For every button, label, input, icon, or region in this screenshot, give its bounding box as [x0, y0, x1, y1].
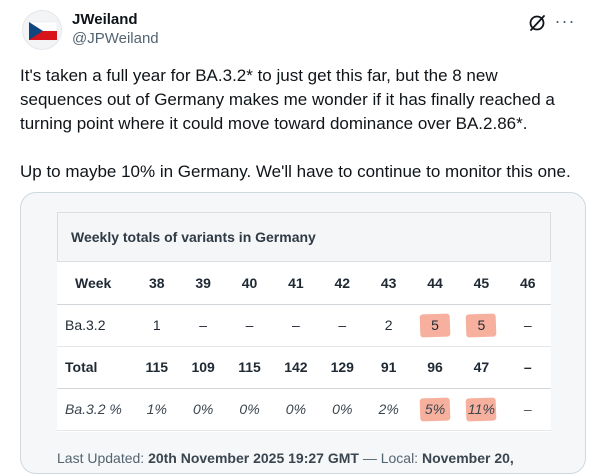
- cell-value: –: [338, 317, 347, 333]
- cell-value: 1: [152, 317, 161, 333]
- table-cell: 142: [272, 346, 320, 389]
- row-label: Ba.3.2: [57, 304, 134, 347]
- table-cell: –: [504, 346, 551, 389]
- table-title: Weekly totals of variants in Germany: [71, 229, 316, 245]
- table-cell: 5%: [411, 388, 459, 431]
- table-cell: –: [504, 304, 551, 347]
- table-cell: 2%: [365, 388, 412, 431]
- cell-value: 0%: [285, 401, 307, 417]
- author-name[interactable]: JWeiland: [72, 11, 138, 28]
- cell-value: 142: [284, 359, 308, 375]
- table-cell: 115: [226, 346, 273, 389]
- cell-value: 1%: [146, 401, 167, 417]
- author-handle[interactable]: @JPWeiland: [72, 30, 159, 47]
- week-header-cell: 40: [226, 262, 273, 305]
- cell-value: 115: [238, 359, 261, 375]
- variants-table: Weekly totals of variants in Germany Wee…: [57, 212, 551, 432]
- cell-value: 0%: [332, 401, 353, 417]
- table-cell: 91: [365, 346, 412, 389]
- table-cell: 0%: [319, 388, 366, 431]
- cell-value: 47: [473, 359, 490, 375]
- week-header-cell: 43: [365, 262, 412, 305]
- week-header-cell: 41: [272, 262, 320, 305]
- cell-value: 0%: [193, 401, 214, 417]
- more-horizontal-icon[interactable]: ···: [554, 11, 576, 31]
- cell-value: 5: [477, 317, 486, 333]
- last-updated-prefix: Last Updated:: [57, 450, 149, 466]
- row-label: Total: [57, 346, 134, 389]
- table-cell: 115: [133, 346, 180, 389]
- table-cell: 47: [458, 346, 505, 389]
- cell-value: 96: [427, 359, 443, 375]
- cell-value: 129: [330, 359, 354, 375]
- cell-value: –: [523, 359, 532, 375]
- last-updated: Last Updated: 20th November 2025 19:27 G…: [57, 450, 514, 466]
- post-header: JWeiland @JPWeiland ···: [12, 8, 580, 52]
- table-title-box: Weekly totals of variants in Germany: [57, 212, 551, 262]
- table-cell: –: [179, 304, 227, 347]
- table-cell: 5: [411, 304, 459, 347]
- cell-value: 115: [145, 359, 169, 375]
- grok-slash-icon[interactable]: [526, 12, 548, 34]
- post-paragraph-1: It's taken a full year for BA.3.2* to ju…: [20, 66, 555, 133]
- week-header-cell: 44: [411, 262, 459, 305]
- week-header-cell: 38: [133, 262, 180, 305]
- avatar[interactable]: [22, 10, 62, 50]
- last-updated-local: November 20,: [421, 450, 514, 466]
- table-cell: 0%: [272, 388, 320, 431]
- table-cell: 129: [319, 346, 366, 389]
- cell-value: 5: [431, 317, 439, 333]
- table-cell: 0%: [179, 388, 227, 431]
- week-header-label: Week: [57, 262, 134, 305]
- week-header-cell: 42: [319, 262, 366, 305]
- cell-value: –: [199, 317, 208, 333]
- cell-value: –: [245, 317, 254, 333]
- last-updated-date: 20th November 2025 19:27 GMT: [148, 450, 359, 466]
- table-cell: 5: [458, 304, 505, 347]
- week-header-cell: 39: [179, 262, 227, 305]
- row-label: Ba.3.2 %: [57, 388, 134, 431]
- table-cell: 1%: [133, 388, 180, 431]
- total-row: Total 115 109 115 142 129 91 96 47 –: [57, 346, 551, 389]
- cell-value: 11%: [467, 401, 495, 417]
- cell-value: 91: [380, 359, 397, 375]
- table-header-row: Week 38 39 40 41 42 43 44 45 46: [57, 262, 551, 305]
- cell-value: 5%: [424, 401, 446, 417]
- post-text: It's taken a full year for BA.3.2* to ju…: [20, 64, 580, 184]
- table-cell: 109: [179, 346, 227, 389]
- last-updated-sep: — Local:: [358, 450, 422, 466]
- ba32-percent-row: Ba.3.2 % 1% 0% 0% 0% 0% 2% 5% 11% –: [57, 388, 551, 431]
- variants-grid: Week 38 39 40 41 42 43 44 45 46 Ba.3.2 1– – – –2 5 5– Tot…: [57, 262, 551, 431]
- media-card[interactable]: Weekly totals of variants in Germany Wee…: [20, 192, 586, 474]
- table-cell: –: [319, 304, 366, 347]
- table-cell: 0%: [226, 388, 273, 431]
- table-cell: 11%: [458, 388, 505, 431]
- cell-value: –: [292, 317, 300, 333]
- cell-value: 0%: [239, 401, 260, 417]
- post-paragraph-2: Up to maybe 10% in Germany. We'll have t…: [20, 162, 571, 181]
- table-cell: 96: [411, 346, 459, 389]
- table-cell: 2: [365, 304, 412, 347]
- cell-value: –: [523, 401, 532, 417]
- avatar-flag-icon: [23, 11, 61, 49]
- cell-value: –: [523, 317, 532, 333]
- cell-value: 109: [191, 359, 215, 375]
- cell-value: 2: [384, 317, 393, 333]
- cell-value: 2%: [378, 401, 399, 417]
- ba32-count-row: Ba.3.2 1 – – – – 2 5 5 –: [57, 304, 551, 347]
- week-header-cell: 46: [504, 262, 551, 305]
- table-cell: –: [272, 304, 320, 347]
- table-cell: –: [504, 388, 551, 431]
- week-header-cell: 45: [458, 262, 505, 305]
- table-cell: –: [226, 304, 273, 347]
- table-cell: 1: [133, 304, 180, 347]
